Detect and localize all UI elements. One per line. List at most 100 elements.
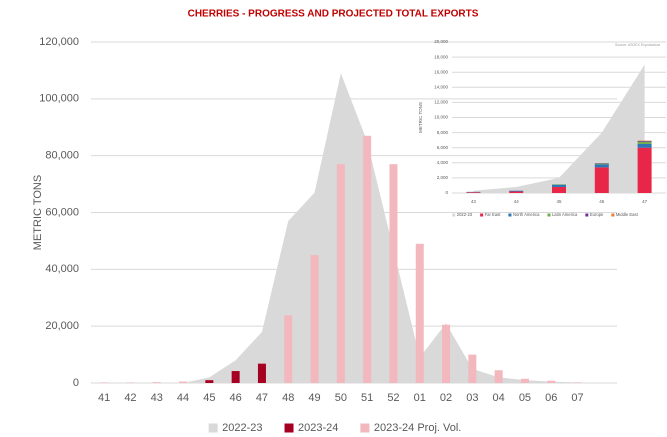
area bbox=[473, 64, 645, 194]
legend: 2022-23 2023-24 2023-24 Proj. Vol. bbox=[208, 422, 461, 434]
y-tick-label: 8,000 bbox=[437, 130, 449, 135]
y-tick-label: 14,000 bbox=[434, 84, 448, 89]
x-tick-label: 47 bbox=[256, 392, 268, 404]
x-tick-label: 43 bbox=[151, 392, 163, 404]
bar bbox=[594, 164, 609, 168]
legend-swatch bbox=[480, 213, 484, 217]
x-tick-label: 51 bbox=[361, 392, 373, 404]
y-tick-label: 40,000 bbox=[45, 263, 79, 275]
y-tick-label: 12,000 bbox=[434, 100, 448, 105]
y-tick-label: 20,000 bbox=[45, 320, 79, 332]
legend-label: 2022-23 bbox=[222, 422, 262, 434]
legend-label: North America bbox=[513, 212, 540, 217]
bar bbox=[509, 191, 524, 193]
bar bbox=[594, 163, 609, 165]
bar bbox=[637, 143, 652, 148]
x-tick-label: 02 bbox=[440, 392, 452, 404]
bar bbox=[637, 141, 652, 144]
legend-swatch bbox=[547, 213, 551, 217]
bar bbox=[594, 167, 609, 193]
bar bbox=[547, 380, 556, 383]
legend-swatch bbox=[508, 213, 512, 217]
x-tick-label: 49 bbox=[308, 392, 320, 404]
y-tick-label: 4,000 bbox=[437, 160, 449, 165]
area bbox=[104, 73, 604, 383]
bar bbox=[415, 243, 424, 383]
bar bbox=[637, 140, 652, 142]
x-tick-label: 42 bbox=[124, 392, 136, 404]
legend-label: 2023-24 Proj. Vol. bbox=[374, 422, 461, 434]
x-tick-label: 06 bbox=[545, 392, 557, 404]
x-tick-label: 52 bbox=[387, 392, 399, 404]
x-tick-label: 44 bbox=[177, 392, 189, 404]
chart-panel: 0 2,000 4,000 6,000 8,000 10,000 12,000 14,000 1… bbox=[418, 39, 666, 217]
y-tick-label: 120,000 bbox=[39, 36, 79, 48]
x-tick-label: 05 bbox=[519, 392, 531, 404]
y-tick-label: 2,000 bbox=[437, 175, 449, 180]
bar bbox=[509, 190, 524, 192]
bar bbox=[205, 380, 214, 383]
chart-title: CHERRIES - PROGRESS AND PROJECTED TOTAL … bbox=[188, 9, 479, 20]
legend-label: Europe bbox=[590, 212, 604, 217]
y-tick-label: 6,000 bbox=[437, 145, 449, 150]
bar bbox=[257, 363, 266, 383]
bar bbox=[389, 164, 398, 383]
legend-swatch bbox=[360, 423, 370, 433]
x-tick-label: 44 bbox=[514, 199, 520, 204]
legend-label: Latin America bbox=[552, 212, 578, 217]
y-tick-label: 20,000 bbox=[434, 39, 448, 44]
x-tick-label: 41 bbox=[98, 392, 110, 404]
legend-swatch bbox=[284, 423, 294, 433]
legend-label: 2023-24 bbox=[298, 422, 338, 434]
bar bbox=[520, 378, 529, 383]
y-tick-label: 0 bbox=[73, 377, 79, 389]
x-tick-label: 03 bbox=[466, 392, 478, 404]
bar bbox=[284, 315, 293, 383]
bar bbox=[310, 255, 319, 383]
bar bbox=[552, 186, 566, 193]
x-tick-label: 50 bbox=[335, 392, 347, 404]
legend-swatch bbox=[208, 423, 218, 433]
x-tick-label: 45 bbox=[556, 199, 562, 204]
legend-label: Middle East bbox=[616, 212, 639, 217]
bar bbox=[231, 371, 240, 383]
x-tick-label: 46 bbox=[230, 392, 242, 404]
bar bbox=[152, 382, 161, 383]
legend-swatch bbox=[585, 213, 589, 217]
legend-swatch bbox=[611, 213, 615, 217]
legend-label: 2022-23 bbox=[457, 212, 473, 217]
legend: 2022-23 Far East North America Latin Americ… bbox=[452, 212, 639, 217]
y-tick-label: 0 bbox=[445, 190, 448, 195]
legend-swatch bbox=[452, 213, 456, 217]
bar bbox=[494, 370, 503, 383]
bar bbox=[179, 381, 188, 383]
bar bbox=[466, 192, 481, 193]
bar bbox=[573, 382, 582, 383]
bar bbox=[637, 147, 652, 193]
bar bbox=[363, 135, 372, 383]
bar bbox=[552, 184, 566, 187]
x-tick-label: 48 bbox=[282, 392, 294, 404]
x-tick-label: 01 bbox=[414, 392, 426, 404]
y-tick-label: 100,000 bbox=[39, 93, 79, 105]
bar bbox=[468, 354, 477, 383]
x-tick-label: 43 bbox=[471, 199, 477, 204]
bar bbox=[442, 324, 451, 383]
x-tick-label: 04 bbox=[493, 392, 505, 404]
y-tick-label: 16,000 bbox=[434, 69, 448, 74]
y-axis-label: METRIC TONS bbox=[418, 102, 423, 133]
x-tick-label: 47 bbox=[642, 199, 648, 204]
x-tick-label: 45 bbox=[203, 392, 215, 404]
chart-panel: 0 20,000 40,000 60,000 80,000 100,000 120,000 M… bbox=[32, 36, 617, 434]
y-tick-label: 18,000 bbox=[434, 54, 448, 59]
bar bbox=[100, 382, 109, 383]
bar bbox=[336, 164, 345, 383]
x-tick-label: 46 bbox=[599, 199, 605, 204]
legend-label: Far East bbox=[485, 212, 502, 217]
y-tick-label: 10,000 bbox=[434, 115, 448, 120]
bar bbox=[126, 382, 135, 383]
x-tick-label: 07 bbox=[571, 392, 583, 404]
y-tick-label: 80,000 bbox=[45, 150, 79, 162]
y-axis-label: METRIC TONS bbox=[32, 175, 44, 250]
